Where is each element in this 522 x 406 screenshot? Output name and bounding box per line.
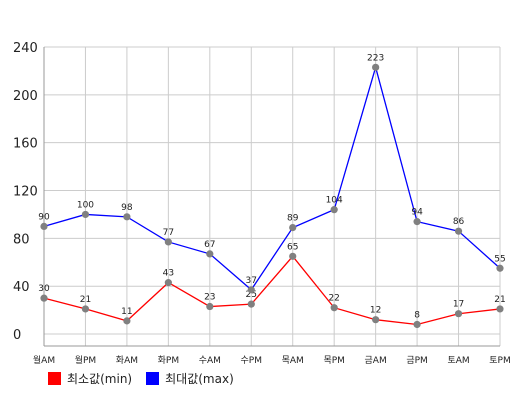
x-tick-label: 월PM	[75, 354, 96, 366]
y-tick-label: 240	[13, 41, 38, 56]
data-label: 65	[287, 242, 298, 252]
y-tick-label: 80	[13, 232, 30, 247]
data-label: 223	[367, 53, 384, 63]
legend: 최소값(min) 최대값(max)	[48, 370, 234, 387]
data-label: 90	[38, 212, 50, 222]
data-point	[289, 223, 297, 232]
data-label: 43	[163, 269, 174, 279]
x-tick-label: 금AM	[365, 355, 387, 366]
x-tick-label: 월AM	[33, 354, 55, 366]
data-point	[81, 305, 90, 313]
data-point	[164, 238, 172, 246]
data-label: 94	[411, 208, 423, 218]
x-tick-label: 화AM	[116, 355, 138, 366]
x-tick-label: 수PM	[241, 355, 262, 366]
data-point	[454, 227, 463, 235]
legend-label-min: 최소값(min)	[67, 372, 133, 386]
data-point	[206, 302, 214, 311]
data-label: 21	[494, 295, 505, 305]
data-point	[289, 252, 297, 260]
x-tick-label: 수AM	[199, 355, 221, 366]
y-tick-label: 120	[13, 185, 38, 200]
data-label: 8	[414, 310, 420, 320]
data-point	[496, 264, 504, 272]
series-line-1	[43, 64, 501, 291]
data-point	[330, 304, 338, 312]
data-label: 104	[326, 196, 343, 206]
data-point	[247, 300, 255, 308]
data-point	[372, 316, 380, 324]
data-point	[247, 286, 255, 294]
y-tick-label: 200	[13, 89, 38, 104]
data-point	[496, 305, 504, 313]
data-point	[123, 213, 131, 221]
data-point	[413, 218, 421, 226]
x-tick-label: 목PM	[323, 355, 344, 366]
data-label: 11	[121, 307, 132, 317]
y-tick-label: 40	[13, 280, 30, 295]
data-point	[372, 63, 380, 71]
x-tick-label: 화PM	[158, 355, 179, 366]
data-label: 55	[494, 254, 505, 264]
data-point	[40, 222, 48, 230]
data-label: 17	[453, 300, 464, 310]
data-label: 30	[38, 284, 50, 294]
data-label: 98	[121, 203, 133, 213]
data-label: 100	[77, 200, 94, 210]
data-point	[413, 320, 421, 329]
data-point	[206, 250, 214, 258]
data-label: 25	[246, 290, 257, 300]
legend-item-max: 최대값(max)	[146, 370, 234, 387]
legend-label-max: 최대값(max)	[165, 372, 234, 386]
data-label: 86	[453, 217, 465, 227]
data-point	[330, 206, 338, 214]
x-tick-label: 목AM	[282, 355, 304, 366]
data-point	[40, 294, 48, 302]
series-line-0	[43, 255, 501, 326]
legend-item-min: 최소값(min)	[48, 370, 132, 387]
data-label: 23	[204, 293, 215, 303]
data-label: 37	[246, 276, 257, 286]
y-tick-label: 160	[13, 137, 38, 152]
data-label: 77	[163, 228, 174, 238]
data-point	[81, 210, 90, 219]
legend-swatch-min	[48, 372, 61, 385]
data-label: 21	[80, 295, 91, 305]
x-tick-label: 토AM	[447, 356, 469, 366]
y-tick-label: 0	[13, 328, 21, 343]
data-label: 12	[370, 306, 381, 316]
data-label: 89	[287, 214, 299, 224]
data-label: 22	[328, 294, 339, 304]
x-tick-label: 금PM	[406, 355, 427, 366]
data-point	[164, 279, 172, 287]
data-label: 67	[204, 240, 215, 250]
data-point	[123, 317, 131, 325]
x-tick-label: 토PM	[489, 356, 510, 366]
legend-swatch-max	[146, 372, 160, 385]
data-point	[454, 310, 463, 318]
